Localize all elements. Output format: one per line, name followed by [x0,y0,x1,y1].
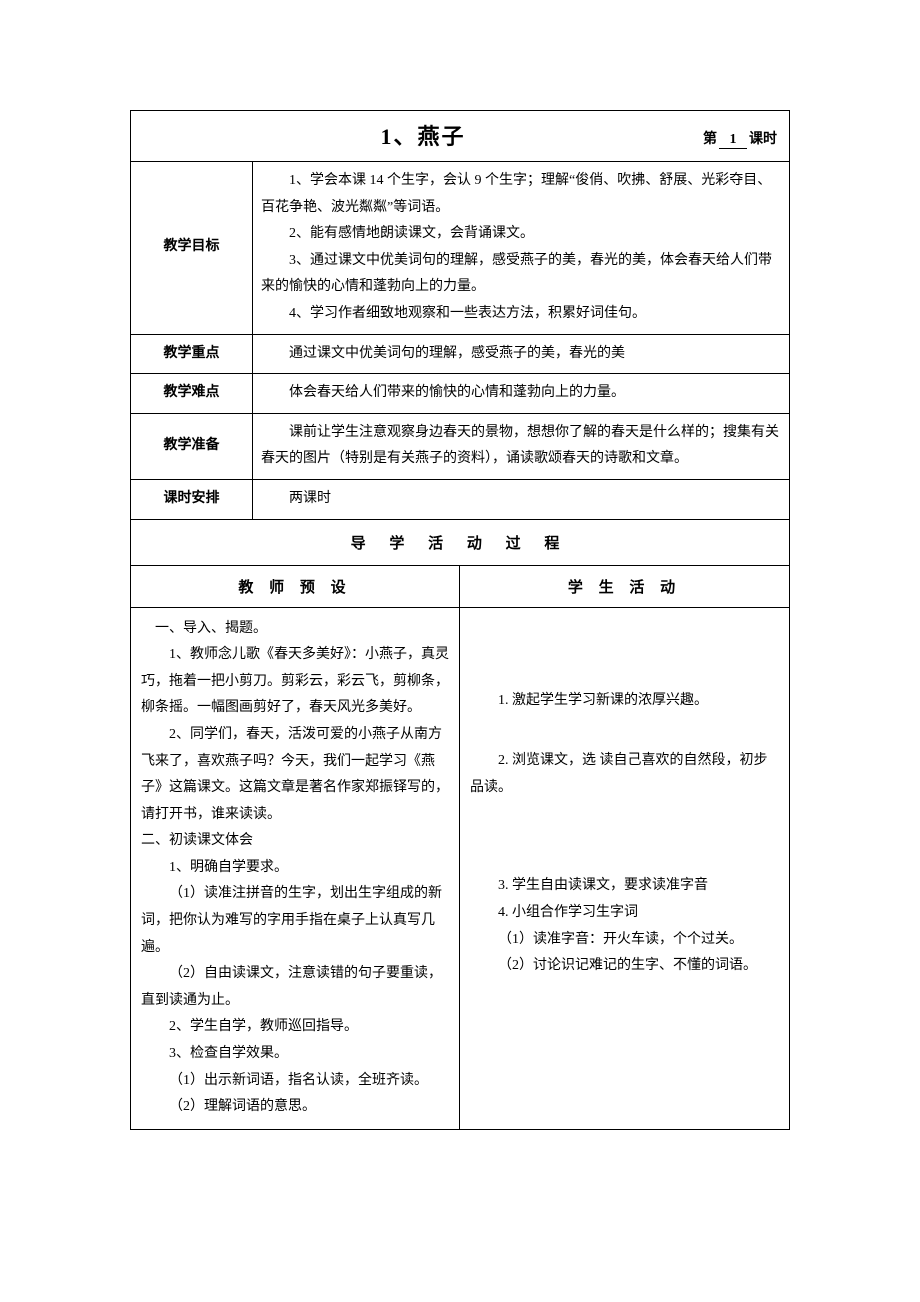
label-goal: 教学目标 [131,162,253,334]
period-prefix: 第 [703,132,717,147]
teacher-header: 教 师 预 设 [131,566,460,607]
content-schedule: 两课时 [253,480,789,519]
teacher-column: 一、导入、揭题。 1、教师念儿歌《春天多美好》：小燕子，真灵巧，拖着一把小剪刀。… [131,608,460,1129]
student-s3: 3. 学生自由读课文，要求读准字音 [470,873,779,900]
process-header: 导 学 活 动 过 程 [131,520,789,566]
prep-text: 课前让学生注意观察身边春天的景物，想想你了解的春天是什么样的；搜集有关春天的图片… [261,420,781,473]
title-row: 1、燕子 第1课时 [131,111,789,162]
student-column: 1. 激起学生学习新课的浓厚兴趣。 2. 浏览课文，选 读自己喜欢的自然段，初步… [460,608,789,1129]
schedule-text: 两课时 [261,486,781,513]
teacher-p5: （2）自由读课文，注意读错的句子要重读，直到读通为止。 [141,961,449,1014]
goal-line-4: 4、学习作者细致地观察和一些表达方法，积累好词佳句。 [261,301,781,328]
difficulty-text: 体会春天给人们带来的愉快的心情和蓬勃向上的力量。 [261,380,781,407]
teacher-p8: （1）出示新词语，指名认读，全班齐读。 [141,1068,449,1095]
spacer-1 [470,616,779,688]
student-s5: （1）读准字音：开火车读，个个过关。 [470,927,779,954]
keypoint-text: 通过课文中优美词句的理解，感受燕子的美，春光的美 [261,341,781,368]
columns-body: 一、导入、揭题。 1、教师念儿歌《春天多美好》：小燕子，真灵巧，拖着一把小剪刀。… [131,608,789,1129]
row-difficulty: 教学难点 体会春天给人们带来的愉快的心情和蓬勃向上的力量。 [131,374,789,414]
content-difficulty: 体会春天给人们带来的愉快的心情和蓬勃向上的力量。 [253,374,789,413]
content-prep: 课前让学生注意观察身边春天的景物，想想你了解的春天是什么样的；搜集有关春天的图片… [253,414,789,479]
row-schedule: 课时安排 两课时 [131,480,789,520]
teacher-p1: 1、教师念儿歌《春天多美好》：小燕子，真灵巧，拖着一把小剪刀。剪彩云，彩云飞，剪… [141,642,449,722]
period-suffix: 课时 [749,132,777,147]
student-header: 学 生 活 动 [460,566,789,607]
teacher-h2: 二、初读课文体会 [141,828,449,855]
label-difficulty: 教学难点 [131,374,253,413]
teacher-p9: （2）理解词语的意思。 [141,1094,449,1121]
row-prep: 教学准备 课前让学生注意观察身边春天的景物，想想你了解的春天是什么样的；搜集有关… [131,414,789,480]
label-keypoint: 教学重点 [131,335,253,374]
lesson-plan-table: 1、燕子 第1课时 教学目标 1、学会本课 14 个生字，会认 9 个生字；理解… [130,110,790,1130]
goal-line-3: 3、通过课文中优美词句的理解，感受燕子的美，春光的美，体会春天给人们带来的愉快的… [261,248,781,301]
student-s2: 2. 浏览课文，选 读自己喜欢的自然段，初步品读。 [470,748,779,801]
teacher-p4: （1）读准注拼音的生字，划出生字组成的新词，把你认为难写的字用手指在桌子上认真写… [141,881,449,961]
goal-line-1: 1、学会本课 14 个生字，会认 9 个生字；理解“俊俏、吹拂、舒展、光彩夺目、… [261,168,781,221]
lesson-period: 第1课时 [703,128,777,151]
content-goal: 1、学会本课 14 个生字，会认 9 个生字；理解“俊俏、吹拂、舒展、光彩夺目、… [253,162,789,334]
student-s4: 4. 小组合作学习生字词 [470,900,779,927]
student-s6: （2）讨论识记难记的生字、不懂的词语。 [470,953,779,980]
lesson-title: 1、燕子 [143,119,703,151]
label-schedule: 课时安排 [131,480,253,519]
teacher-p6: 2、学生自学，教师巡回指导。 [141,1014,449,1041]
student-s1: 1. 激起学生学习新课的浓厚兴趣。 [470,688,779,715]
row-goal: 教学目标 1、学会本课 14 个生字，会认 9 个生字；理解“俊俏、吹拂、舒展、… [131,162,789,335]
content-keypoint: 通过课文中优美词句的理解，感受燕子的美，春光的美 [253,335,789,374]
goal-line-2: 2、能有感情地朗读课文，会背诵课文。 [261,221,781,248]
period-number: 1 [719,132,747,149]
teacher-h1: 一、导入、揭题。 [141,616,449,643]
spacer-2 [470,714,779,748]
columns-header: 教 师 预 设 学 生 活 动 [131,566,789,608]
teacher-p7: 3、检查自学效果。 [141,1041,449,1068]
teacher-p3: 1、明确自学要求。 [141,855,449,882]
label-prep: 教学准备 [131,414,253,479]
row-keypoint: 教学重点 通过课文中优美词句的理解，感受燕子的美，春光的美 [131,335,789,375]
spacer-3 [470,801,779,873]
teacher-p2: 2、同学们，春天，活泼可爱的小燕子从南方飞来了，喜欢燕子吗？今天，我们一起学习《… [141,722,449,828]
